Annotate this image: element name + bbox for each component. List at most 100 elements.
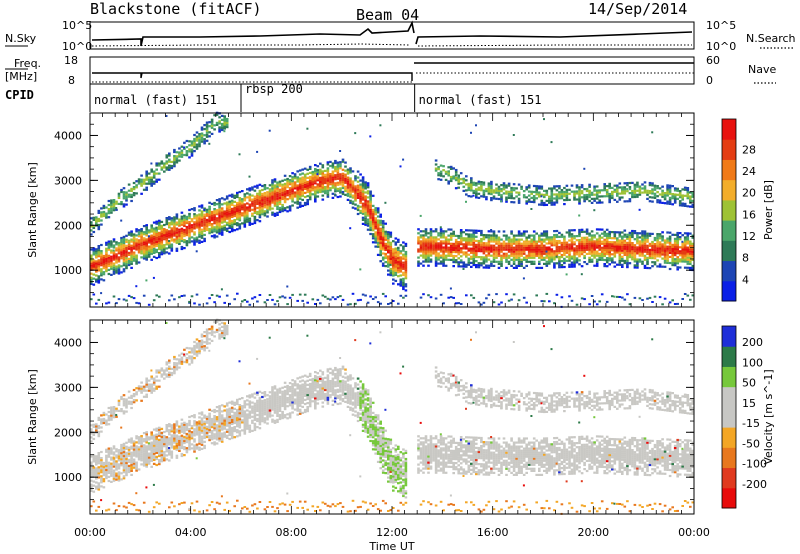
- power-cell: [389, 247, 393, 250]
- power-cell: [281, 195, 284, 199]
- power-cell: [183, 147, 186, 150]
- power-cell: [97, 267, 101, 270]
- power-cell: [213, 203, 216, 207]
- power-cell: [623, 188, 627, 191]
- power-cell: [502, 192, 506, 195]
- power-cell: [210, 120, 214, 123]
- power-cell: [621, 186, 624, 189]
- velocity-cell: [92, 472, 96, 475]
- power-cell: [621, 265, 624, 268]
- power-cell: [286, 184, 289, 187]
- power-cell: [492, 236, 496, 239]
- power-cell: [387, 261, 390, 264]
- power-cell: [472, 243, 476, 246]
- power-cell: [666, 241, 669, 244]
- power-cell: [658, 245, 662, 248]
- power-cell: [623, 186, 627, 189]
- power-cell: [215, 113, 219, 116]
- velocity-cell: [110, 410, 113, 413]
- power-cell: [351, 186, 355, 189]
- velocity-cell: [110, 464, 113, 467]
- power-cell: [203, 217, 206, 220]
- power-cell: [449, 165, 453, 168]
- power-cell: [424, 228, 428, 231]
- power-cell: [449, 287, 452, 290]
- power-cell: [402, 245, 405, 248]
- power-cell: [308, 192, 312, 195]
- power-cell: [145, 172, 148, 175]
- power-cell: [588, 195, 591, 199]
- power-cell: [336, 165, 340, 168]
- power-cell: [656, 255, 659, 258]
- power-cell: [399, 244, 403, 247]
- power-cell: [507, 190, 511, 193]
- power-cell: [681, 254, 684, 257]
- power-cell: [152, 221, 156, 224]
- power-cell: [147, 229, 151, 232]
- power-cell: [555, 242, 559, 245]
- power-cell: [525, 202, 528, 205]
- power-cell: [558, 241, 561, 245]
- power-cell: [633, 258, 637, 261]
- power-cell: [432, 240, 435, 243]
- power-cell: [170, 249, 174, 252]
- power-cell: [447, 174, 450, 177]
- power-cell: [301, 168, 304, 171]
- power-cell: [623, 192, 627, 195]
- power-cell: [482, 244, 486, 247]
- power-cell: [611, 257, 614, 260]
- power-cell: [583, 194, 586, 197]
- power-cell: [434, 252, 438, 255]
- power-cell: [356, 180, 360, 183]
- power-cell: [145, 252, 148, 255]
- power-cell: [573, 251, 576, 254]
- velocity-cell: [92, 474, 96, 477]
- power-cell: [316, 179, 320, 182]
- power-cell: [600, 242, 604, 245]
- power-cell: [268, 194, 272, 197]
- power-cell: [560, 197, 564, 200]
- power-cell: [112, 256, 116, 259]
- power-cell: [376, 301, 380, 304]
- colorbar-swatch: [722, 240, 736, 262]
- power-cell: [532, 244, 536, 247]
- power-cell: [208, 125, 211, 128]
- power-cell: [92, 251, 96, 254]
- velocity-cell: [90, 430, 93, 433]
- power-cell: [595, 228, 599, 231]
- power-cell: [238, 215, 242, 218]
- power-cell: [92, 277, 96, 280]
- power-cell: [402, 249, 405, 252]
- power-cell: [636, 240, 639, 243]
- power-cell: [434, 250, 438, 253]
- power-cell: [590, 295, 594, 297]
- power-cell: [673, 187, 677, 190]
- power-cell: [107, 208, 111, 211]
- power-cell: [346, 198, 350, 201]
- power-cell: [369, 135, 372, 138]
- power-cell: [495, 260, 498, 263]
- power-cell: [205, 208, 209, 211]
- velocity-cell: [105, 466, 108, 469]
- power-cell: [220, 126, 224, 130]
- power-cell: [200, 134, 204, 137]
- power-cell: [573, 255, 576, 258]
- power-cell: [276, 183, 279, 186]
- power-cell: [512, 248, 516, 251]
- power-cell: [480, 185, 483, 188]
- power-cell: [268, 200, 272, 203]
- power-cell: [100, 211, 103, 214]
- power-cell: [208, 213, 211, 216]
- power-cell: [653, 186, 657, 189]
- power-cell: [538, 193, 541, 196]
- power-cell: [271, 179, 274, 182]
- power-cell: [578, 228, 581, 232]
- power-cell: [538, 246, 541, 249]
- velocity-cell: [92, 466, 96, 469]
- power-cell: [195, 216, 199, 219]
- velocity-cell: [97, 418, 101, 421]
- power-cell: [145, 250, 148, 253]
- power-cell: [497, 244, 501, 247]
- power-cell: [678, 190, 682, 193]
